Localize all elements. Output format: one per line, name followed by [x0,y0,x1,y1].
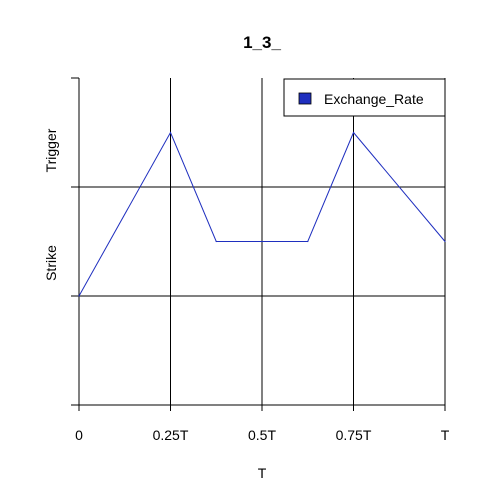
x-tick-label-3: 0.75T [336,427,372,443]
x-axis-label: T [258,465,267,481]
series-point-0-0 [78,295,80,297]
series-layer [78,131,446,297]
series-point-0-4 [352,131,355,134]
series-point-0-5 [444,240,446,243]
legend-swatch-exchange-rate [298,92,312,105]
series-point-0-2 [215,240,217,243]
x-tick-label-4: T [441,427,450,443]
x-tick-label-0: 0 [75,427,83,443]
series-line-exchange-rate [78,131,446,297]
tick-label-layer: 0 0.25T 0.5T 0.75T T Strike Trigger [43,128,450,443]
y-tick-label-strike: Strike [43,245,59,281]
x-tick-label-1: 0.25T [153,427,189,443]
legend: Exchange_Rate [283,78,446,117]
chart-title: 1_3_ [243,33,281,52]
series-point-0-1 [169,131,172,134]
legend-entry-exchange-rate: Exchange_Rate [324,91,424,107]
x-tick-label-2: 0.5T [248,427,276,443]
y-tick-label-trigger: Trigger [43,128,59,172]
series-point-0-3 [307,240,309,243]
axis-layer [71,77,445,406]
